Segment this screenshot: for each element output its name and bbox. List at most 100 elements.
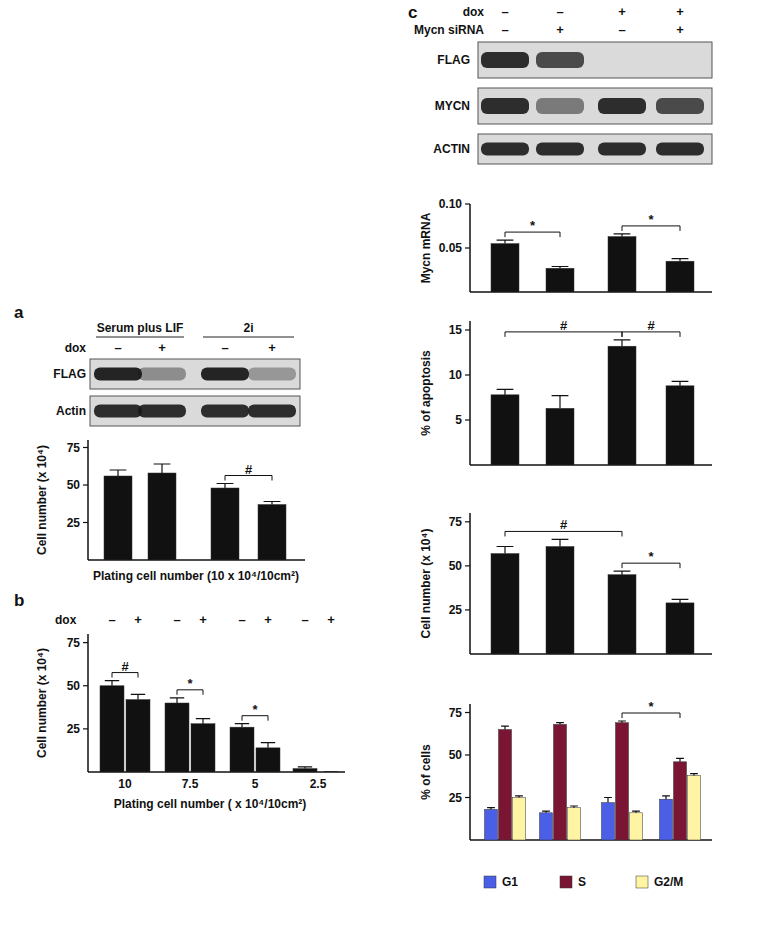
band xyxy=(94,367,142,380)
bar xyxy=(485,809,498,840)
blot-strip xyxy=(90,359,300,389)
band xyxy=(201,404,249,417)
error-bar xyxy=(154,464,171,473)
y-axis xyxy=(87,634,89,772)
significance-label: # xyxy=(245,462,253,477)
plot-area xyxy=(491,340,694,465)
band xyxy=(481,142,529,155)
y-axis xyxy=(87,440,89,560)
error-bar xyxy=(235,724,249,727)
error-bar xyxy=(676,758,684,761)
series-label: – xyxy=(238,612,245,627)
bar xyxy=(230,727,254,772)
series-label: – xyxy=(301,612,308,627)
bar xyxy=(104,476,132,560)
bar xyxy=(546,268,574,292)
blot-strip xyxy=(90,396,300,426)
y-tick-label: 50 xyxy=(67,679,81,693)
y-tick-label: 75 xyxy=(67,441,81,455)
error-bar xyxy=(672,381,689,386)
band xyxy=(138,367,186,380)
lane-sign: + xyxy=(676,4,684,19)
band xyxy=(138,404,186,417)
significance-label: # xyxy=(560,517,568,532)
band-label: MYCN xyxy=(435,99,470,113)
bar xyxy=(674,762,687,840)
error-bar xyxy=(618,721,626,723)
significance-label: * xyxy=(252,702,258,717)
y-axis-label: Cell number (x 10⁴) xyxy=(35,445,49,555)
y-tick xyxy=(465,419,470,420)
bar xyxy=(491,244,519,292)
legend-swatch xyxy=(636,876,648,888)
bar xyxy=(499,730,512,841)
y-tick-label: 25 xyxy=(67,722,81,736)
figure: aSerum plus LIF2idox–+–+FLAGActin255075C… xyxy=(0,0,776,932)
blot-strip xyxy=(478,88,712,124)
lane-sign: + xyxy=(268,340,276,355)
y-axis-label: Mycn mRNA xyxy=(419,212,433,283)
bar xyxy=(258,505,286,561)
error-bar xyxy=(131,694,145,699)
significance-label: # xyxy=(647,318,655,333)
plot-area xyxy=(491,539,694,654)
band xyxy=(598,142,646,155)
lane-sign: + xyxy=(556,22,564,37)
band xyxy=(536,98,584,114)
panel-letter: b xyxy=(14,591,24,610)
y-tick xyxy=(465,329,470,330)
bar xyxy=(491,395,519,465)
y-tick xyxy=(83,522,88,523)
y-tick-label: 50 xyxy=(449,559,463,573)
lane-sign: + xyxy=(618,4,626,19)
error-bar xyxy=(170,698,184,703)
y-tick-label: 5 xyxy=(455,413,462,427)
significance-label: # xyxy=(560,318,568,333)
x-tick-label: 7.5 xyxy=(182,777,199,791)
band xyxy=(481,98,529,114)
significance-label: * xyxy=(648,699,654,714)
plot-area xyxy=(104,464,286,560)
bar xyxy=(513,798,526,841)
y-tick-label: 10 xyxy=(449,368,463,382)
error-bar xyxy=(556,723,564,725)
error-bar xyxy=(690,774,698,776)
lane-sign: – xyxy=(618,22,625,37)
series-label: – xyxy=(173,612,180,627)
error-bar xyxy=(515,796,523,798)
series-label: + xyxy=(327,612,335,627)
bar xyxy=(660,799,673,840)
row-label: Mycn siRNA xyxy=(414,23,484,37)
error-bar xyxy=(672,259,689,262)
y-tick-label: 0.05 xyxy=(439,241,463,255)
bar xyxy=(688,775,701,840)
error-bar xyxy=(110,470,127,476)
x-axis-label: Plating cell number (10 x 10⁴/10cm²) xyxy=(93,569,299,583)
error-bar xyxy=(552,396,569,409)
bar xyxy=(602,803,615,840)
band xyxy=(536,142,584,155)
error-bar xyxy=(324,771,338,772)
row-label: dox xyxy=(65,341,87,355)
blot-strip xyxy=(478,42,712,78)
panel-letter: a xyxy=(14,303,24,322)
significance-label: * xyxy=(648,549,654,564)
bar xyxy=(608,575,636,654)
bar xyxy=(630,813,643,840)
y-tick xyxy=(83,642,88,643)
series-label: – xyxy=(108,612,115,627)
plot-area xyxy=(491,234,694,292)
error-bar xyxy=(614,571,631,575)
error-bar xyxy=(614,340,631,346)
band xyxy=(248,367,296,380)
bar xyxy=(608,346,636,465)
bar xyxy=(666,603,694,654)
error-bar xyxy=(614,234,631,237)
bar xyxy=(616,723,629,840)
y-axis-label: Cell number (x 10⁴) xyxy=(35,648,49,758)
legend-swatch xyxy=(560,876,572,888)
bar xyxy=(666,261,694,292)
error-bar xyxy=(570,806,578,808)
legend-label: G2/M xyxy=(654,875,683,889)
x-tick-label: 10 xyxy=(118,777,132,791)
